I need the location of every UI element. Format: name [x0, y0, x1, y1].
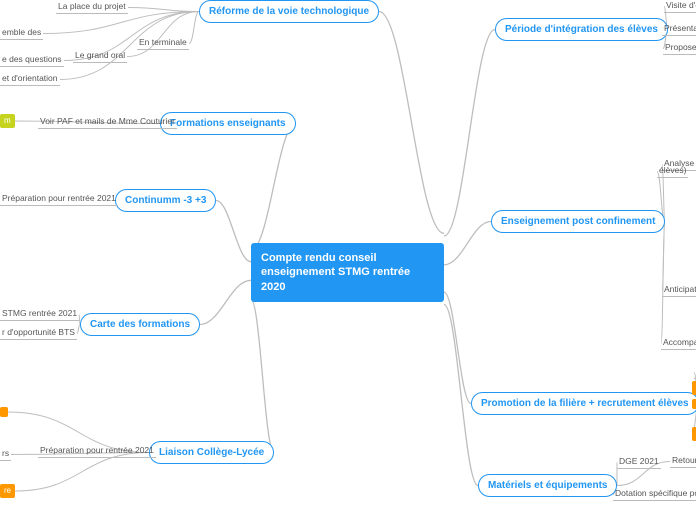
- leaf-node[interactable]: emble des: [0, 27, 43, 40]
- leaf-node[interactable]: Accompagne: [661, 337, 696, 350]
- leaf-node[interactable]: Préparation pour rentrée 2021: [0, 193, 118, 206]
- leaf-node[interactable]: Le grand oral: [73, 50, 127, 63]
- leaf-node[interactable]: élèves): [657, 165, 688, 178]
- leaf-node[interactable]: m: [0, 114, 15, 128]
- leaf-node[interactable]: Préparation pour rentrée 2021: [38, 445, 156, 458]
- major-node-postconf[interactable]: Enseignement post confinement: [491, 210, 665, 233]
- major-node-promotion[interactable]: Promotion de la filière + recrutement él…: [471, 392, 696, 415]
- leaf-node[interactable]: Anticipation: [662, 284, 696, 297]
- major-node-carte[interactable]: Carte des formations: [80, 313, 200, 336]
- leaf-node[interactable]: La place du projet: [56, 1, 128, 14]
- leaf-node[interactable]: r d'opportunité BTS: [0, 327, 77, 340]
- leaf-node[interactable]: Retour a: [670, 455, 696, 468]
- major-node-liaison[interactable]: Liaison Collège-Lycée: [149, 441, 274, 464]
- major-node-periode[interactable]: Période d'intégration des élèves: [495, 18, 668, 41]
- leaf-node[interactable]: DGE 2021: [617, 456, 661, 469]
- leaf-node[interactable]: re: [0, 484, 15, 498]
- leaf-node[interactable]: rs: [0, 448, 11, 461]
- leaf-node[interactable]: En terminale: [137, 37, 189, 50]
- major-node-materiels[interactable]: Matériels et équipements: [478, 474, 617, 497]
- major-node-reforme[interactable]: Réforme de la voie technologique: [199, 0, 379, 23]
- leaf-node[interactable]: STMG rentrée 2021: [0, 308, 79, 321]
- center-node[interactable]: Compte rendu conseil enseignement STMG r…: [251, 243, 444, 302]
- leaf-node[interactable]: Dotation spécifique pour ouv: [613, 488, 696, 501]
- leaf-node[interactable]: A: [692, 381, 696, 395]
- leaf-node[interactable]: Visite d'ent: [664, 0, 696, 13]
- major-node-formations[interactable]: Formations enseignants: [160, 112, 296, 135]
- major-node-continumm[interactable]: Continumm -3 +3: [115, 189, 216, 212]
- leaf-node[interactable]: A: [692, 427, 696, 441]
- leaf-node[interactable]: [692, 399, 696, 409]
- leaf-node[interactable]: Proposer u: [663, 42, 696, 55]
- leaf-node[interactable]: e des questions: [0, 54, 64, 67]
- mindmap-canvas: Compte rendu conseil enseignement STMG r…: [0, 0, 696, 520]
- leaf-node[interactable]: Présentation: [662, 23, 696, 36]
- leaf-node[interactable]: et d'orientation: [0, 73, 60, 86]
- leaf-node[interactable]: [0, 407, 8, 417]
- leaf-node[interactable]: Voir PAF et mails de Mme Couturier: [38, 116, 177, 129]
